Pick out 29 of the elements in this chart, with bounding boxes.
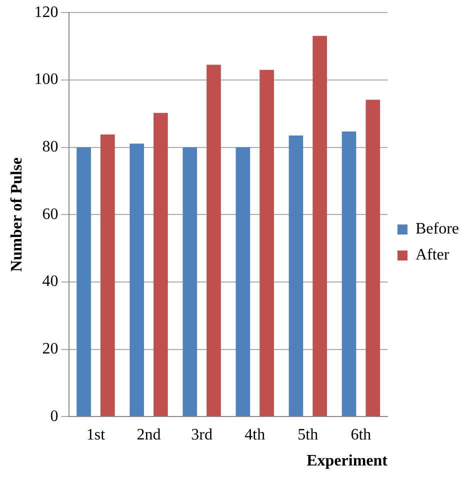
y-tick-label: 60 (42, 206, 58, 223)
bar (130, 144, 144, 416)
y-tick-label: 100 (34, 71, 58, 88)
x-tick-label: 3rd (191, 426, 212, 444)
y-tick-label: 20 (42, 340, 58, 358)
y-tick-label: 80 (42, 138, 58, 156)
y-axis-title: Number of Pulse (8, 157, 26, 272)
bar (288, 135, 304, 416)
bar (76, 147, 91, 416)
x-tick-label: 5th (298, 426, 318, 444)
x-tick-label: 4th (244, 426, 266, 444)
bar (342, 131, 356, 416)
bar (182, 147, 198, 416)
bar (236, 147, 250, 416)
legend-label: Before (415, 220, 459, 238)
x-tick-label: 1st (86, 426, 106, 444)
x-axis-title: Experiment (306, 452, 388, 470)
x-tick-label: 2nd (136, 426, 161, 444)
bar (366, 100, 380, 416)
bar (312, 36, 327, 416)
y-tick-label: 0 (50, 408, 58, 425)
bar (100, 134, 115, 416)
y-tick-label: 40 (42, 273, 58, 290)
bar (154, 112, 168, 416)
bar (206, 64, 221, 416)
bar (260, 70, 274, 416)
y-tick-label: 120 (34, 4, 58, 21)
x-tick-label: 6th (350, 426, 372, 444)
legend-label: After (415, 246, 450, 264)
